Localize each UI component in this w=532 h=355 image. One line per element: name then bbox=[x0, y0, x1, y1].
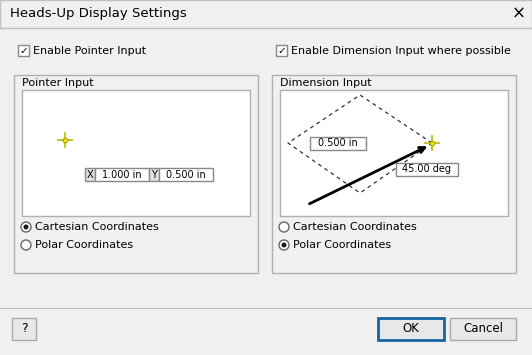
Text: OK: OK bbox=[403, 322, 419, 335]
Text: X: X bbox=[87, 169, 93, 180]
FancyBboxPatch shape bbox=[396, 163, 458, 176]
Text: ✓: ✓ bbox=[278, 46, 286, 56]
Text: Cartesian Coordinates: Cartesian Coordinates bbox=[35, 222, 159, 232]
FancyBboxPatch shape bbox=[85, 168, 95, 181]
Text: ?: ? bbox=[21, 322, 27, 335]
Circle shape bbox=[21, 222, 31, 232]
Circle shape bbox=[279, 240, 289, 250]
FancyBboxPatch shape bbox=[95, 168, 149, 181]
FancyBboxPatch shape bbox=[276, 45, 287, 56]
Text: ✓: ✓ bbox=[20, 46, 28, 56]
Circle shape bbox=[23, 224, 29, 229]
Text: Dimension Input: Dimension Input bbox=[280, 78, 372, 88]
FancyBboxPatch shape bbox=[22, 90, 250, 216]
Text: Cancel: Cancel bbox=[463, 322, 503, 335]
FancyBboxPatch shape bbox=[378, 318, 444, 340]
Text: 1.000 in: 1.000 in bbox=[102, 169, 142, 180]
Text: Heads-Up Display Settings: Heads-Up Display Settings bbox=[10, 7, 187, 21]
Text: 0.500 in: 0.500 in bbox=[166, 169, 206, 180]
Text: Pointer Input: Pointer Input bbox=[22, 78, 94, 88]
FancyBboxPatch shape bbox=[310, 137, 366, 150]
Text: 0.500 in: 0.500 in bbox=[318, 138, 358, 148]
Circle shape bbox=[279, 222, 289, 232]
FancyBboxPatch shape bbox=[0, 0, 532, 28]
FancyBboxPatch shape bbox=[149, 168, 159, 181]
Text: Y: Y bbox=[151, 169, 157, 180]
Text: 45.00 deg: 45.00 deg bbox=[403, 164, 452, 175]
FancyBboxPatch shape bbox=[159, 168, 213, 181]
FancyBboxPatch shape bbox=[280, 90, 508, 216]
FancyBboxPatch shape bbox=[18, 45, 29, 56]
Text: Cartesian Coordinates: Cartesian Coordinates bbox=[293, 222, 417, 232]
Text: ×: × bbox=[512, 5, 526, 23]
FancyBboxPatch shape bbox=[14, 75, 258, 273]
Text: Enable Dimension Input where possible: Enable Dimension Input where possible bbox=[291, 45, 511, 55]
FancyBboxPatch shape bbox=[272, 75, 516, 273]
FancyBboxPatch shape bbox=[450, 318, 516, 340]
Text: Polar Coordinates: Polar Coordinates bbox=[35, 240, 133, 250]
Text: Polar Coordinates: Polar Coordinates bbox=[293, 240, 391, 250]
Circle shape bbox=[21, 240, 31, 250]
Text: Enable Pointer Input: Enable Pointer Input bbox=[33, 45, 146, 55]
Circle shape bbox=[281, 242, 287, 247]
FancyBboxPatch shape bbox=[12, 318, 36, 340]
